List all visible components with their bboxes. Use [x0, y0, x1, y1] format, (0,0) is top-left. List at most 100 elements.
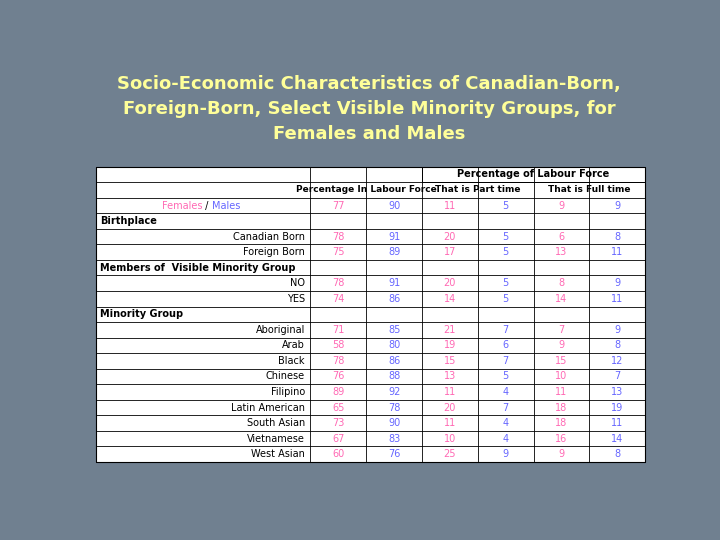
Text: 78: 78 [332, 356, 344, 366]
Text: 19: 19 [444, 340, 456, 350]
Text: 58: 58 [332, 340, 344, 350]
Text: 74: 74 [332, 294, 344, 303]
Text: 9: 9 [614, 200, 621, 211]
Text: 7: 7 [614, 372, 621, 381]
Text: That is Part time: That is Part time [435, 185, 521, 194]
Text: Black: Black [279, 356, 305, 366]
Text: 8: 8 [614, 449, 621, 459]
Text: 80: 80 [388, 340, 400, 350]
Text: 78: 78 [332, 278, 344, 288]
Text: Foreign Born: Foreign Born [243, 247, 305, 257]
Text: 20: 20 [444, 402, 456, 413]
Text: 5: 5 [503, 232, 509, 241]
Text: 9: 9 [559, 200, 564, 211]
Text: 11: 11 [611, 294, 624, 303]
Text: 91: 91 [388, 278, 400, 288]
Text: 71: 71 [332, 325, 344, 335]
Text: 11: 11 [444, 387, 456, 397]
Text: 9: 9 [614, 278, 621, 288]
Text: 90: 90 [388, 200, 400, 211]
Text: Latin American: Latin American [231, 402, 305, 413]
Text: 13: 13 [444, 372, 456, 381]
Text: 14: 14 [444, 294, 456, 303]
Text: 7: 7 [503, 402, 509, 413]
Text: 8: 8 [559, 278, 564, 288]
Text: NO: NO [290, 278, 305, 288]
Text: 77: 77 [332, 200, 345, 211]
Text: 78: 78 [332, 232, 344, 241]
Text: 4: 4 [503, 418, 509, 428]
Text: 13: 13 [611, 387, 624, 397]
Text: Socio-Economic Characteristics of Canadian-Born,
Foreign-Born, Select Visible Mi: Socio-Economic Characteristics of Canadi… [117, 75, 621, 143]
Text: Females: Females [162, 200, 202, 211]
Text: 5: 5 [503, 294, 509, 303]
Text: 9: 9 [503, 449, 509, 459]
Text: 17: 17 [444, 247, 456, 257]
Text: /: / [202, 200, 212, 211]
Text: That is Full time: That is Full time [548, 185, 631, 194]
Text: 11: 11 [444, 200, 456, 211]
Text: 91: 91 [388, 232, 400, 241]
Text: 4: 4 [503, 387, 509, 397]
Text: 15: 15 [444, 356, 456, 366]
Text: West Asian: West Asian [251, 449, 305, 459]
Text: 60: 60 [332, 449, 344, 459]
Text: 21: 21 [444, 325, 456, 335]
Text: Minority Group: Minority Group [100, 309, 183, 319]
Text: Percentage of Labour Force: Percentage of Labour Force [457, 170, 610, 179]
Text: 5: 5 [503, 247, 509, 257]
Text: Males: Males [212, 200, 240, 211]
Text: 11: 11 [611, 247, 624, 257]
Text: 7: 7 [503, 356, 509, 366]
Text: 73: 73 [332, 418, 344, 428]
Text: 11: 11 [611, 418, 624, 428]
Text: 7: 7 [503, 325, 509, 335]
Text: 11: 11 [555, 387, 567, 397]
Text: 8: 8 [614, 340, 621, 350]
Text: Percentage In Labour Force: Percentage In Labour Force [296, 185, 436, 194]
Text: 12: 12 [611, 356, 624, 366]
Text: 67: 67 [332, 434, 344, 443]
Text: 9: 9 [559, 449, 564, 459]
Text: 18: 18 [555, 402, 567, 413]
Text: 5: 5 [503, 200, 509, 211]
Text: 14: 14 [611, 434, 624, 443]
Text: 85: 85 [388, 325, 400, 335]
Text: Canadian Born: Canadian Born [233, 232, 305, 241]
Text: YES: YES [287, 294, 305, 303]
Text: 89: 89 [332, 387, 344, 397]
Text: 14: 14 [555, 294, 567, 303]
Text: Chinese: Chinese [266, 372, 305, 381]
Text: 8: 8 [614, 232, 621, 241]
Text: 11: 11 [444, 418, 456, 428]
Text: 20: 20 [444, 278, 456, 288]
Text: 76: 76 [332, 372, 344, 381]
Text: 6: 6 [559, 232, 564, 241]
Text: 86: 86 [388, 356, 400, 366]
Text: 15: 15 [555, 356, 567, 366]
Text: 65: 65 [332, 402, 344, 413]
Text: 89: 89 [388, 247, 400, 257]
Text: 20: 20 [444, 232, 456, 241]
Text: 10: 10 [555, 372, 567, 381]
Text: 90: 90 [388, 418, 400, 428]
Text: Vietnamese: Vietnamese [247, 434, 305, 443]
Text: 9: 9 [559, 340, 564, 350]
Text: 5: 5 [503, 278, 509, 288]
Text: 88: 88 [388, 372, 400, 381]
Text: Members of  Visible Minority Group: Members of Visible Minority Group [100, 262, 295, 273]
Text: 75: 75 [332, 247, 345, 257]
Text: 86: 86 [388, 294, 400, 303]
Text: 9: 9 [614, 325, 621, 335]
Text: 6: 6 [503, 340, 509, 350]
Text: 10: 10 [444, 434, 456, 443]
Text: Birthplace: Birthplace [100, 216, 157, 226]
Text: 78: 78 [388, 402, 400, 413]
Text: 19: 19 [611, 402, 624, 413]
Text: 16: 16 [555, 434, 567, 443]
Text: 18: 18 [555, 418, 567, 428]
Text: Filipino: Filipino [271, 387, 305, 397]
Text: 76: 76 [388, 449, 400, 459]
Text: 92: 92 [388, 387, 400, 397]
Text: 7: 7 [559, 325, 564, 335]
